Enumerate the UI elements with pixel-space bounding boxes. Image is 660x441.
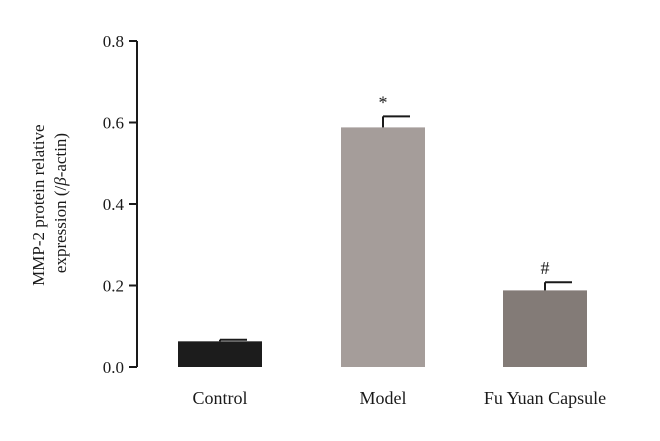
y-tick-label: 0.8 [103, 32, 124, 51]
bar [178, 341, 262, 367]
x-category-label: Fu Yuan Capsule [484, 388, 606, 408]
significance-marker: * [379, 92, 388, 112]
bars: *# [178, 92, 587, 367]
bar [341, 127, 425, 367]
y-axis-label: MMP-2 protein relative expression (/β-ac… [29, 120, 70, 286]
x-category-label: Model [360, 388, 407, 408]
y-axis: 0.0 0.2 0.4 0.6 0.8 [103, 32, 138, 377]
significance-marker: # [541, 258, 550, 278]
x-axis-labels: Control Model Fu Yuan Capsule [192, 388, 606, 408]
x-category-label: Control [192, 388, 247, 408]
y-tick-label: 0.6 [103, 114, 124, 133]
y-tick-label: 0.2 [103, 277, 124, 296]
y-tick-label: 0.4 [103, 195, 125, 214]
y-tick-label: 0.0 [103, 358, 124, 377]
bar [503, 290, 587, 367]
